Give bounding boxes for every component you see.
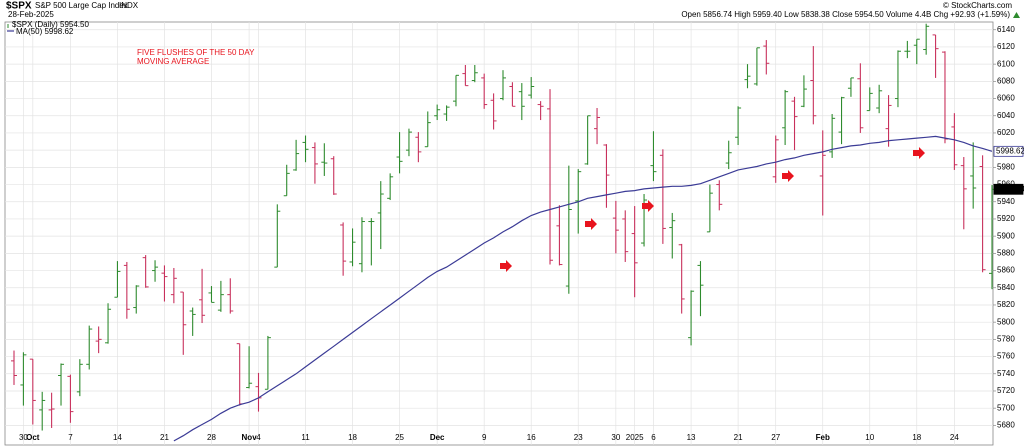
subtitle: S&P 500 Large Cap Index [35, 1, 128, 10]
legend-label: MA(50) 5998.62 [16, 27, 74, 36]
y-tick-label: 5740 [997, 369, 1015, 378]
y-tick-label: 5880 [997, 248, 1015, 257]
exchange: INDX [119, 1, 139, 10]
y-tick-label: 6140 [997, 25, 1015, 34]
chart-title: $SPX [6, 1, 32, 12]
x-tick-label: 10 [865, 433, 874, 442]
price-tag [993, 183, 1024, 195]
annotation: MOVING AVERAGE [137, 57, 209, 66]
y-tick-label: 6120 [997, 42, 1015, 51]
arrows [500, 147, 925, 272]
y-tick-label: 5780 [997, 334, 1015, 343]
y-tick-label: 5720 [997, 386, 1015, 395]
x-tick-label: 27 [771, 433, 780, 442]
y-tick-label: 5900 [997, 231, 1015, 240]
marks [11, 23, 995, 442]
x-tick-label: Oct [26, 433, 40, 442]
arrow [782, 170, 794, 182]
arrow [585, 218, 597, 230]
y-tick-label: 6100 [997, 59, 1015, 68]
x-tick-label: 23 [574, 433, 583, 442]
up-indicator [1013, 12, 1020, 18]
y-tick-label: 6040 [997, 111, 1015, 120]
y-tick-label: 5800 [997, 317, 1015, 326]
annotation: FIVE FLUSHES OF THE 50 DAY [137, 48, 255, 57]
arrow [642, 200, 654, 212]
arrow [913, 147, 925, 159]
x-tick-label: 28 [207, 433, 216, 442]
x-tick-label: 7 [68, 433, 73, 442]
price-tag-label: 5954.50 [996, 184, 1024, 193]
y-tick-label: 5980 [997, 162, 1015, 171]
x-tick-label: Dec [430, 433, 445, 442]
x-tick-label: 30 [611, 433, 620, 442]
quote: Open 5856.74 High 5959.40 Low 5838.38 Cl… [681, 10, 1010, 19]
x-tick-label: Feb [816, 433, 830, 442]
y-tick-label: 5820 [997, 300, 1015, 309]
grid [5, 22, 996, 445]
x-tick-label: Nov [242, 433, 258, 442]
y-tick-label: 5920 [997, 214, 1015, 223]
credit: © StockCharts.com [943, 1, 1012, 10]
x-tick-label: 21 [160, 433, 169, 442]
price-tag [993, 145, 1024, 157]
plot-frame [4, 21, 994, 446]
y-tick-label: 5700 [997, 403, 1015, 412]
x-tick-label: 9 [482, 433, 487, 442]
x-tick-label: 13 [687, 433, 696, 442]
x-tick-label: 18 [348, 433, 357, 442]
x-tick-label: 14 [113, 433, 122, 442]
x-tick-label: 21 [734, 433, 743, 442]
x-tick-label: 2025 [626, 433, 644, 442]
x-tick-label: 30 [19, 433, 28, 442]
x-tick-label: 6 [651, 433, 656, 442]
y-tick-label: 5760 [997, 352, 1015, 361]
x-tick-label: 18 [912, 433, 921, 442]
x-tick-label: 16 [527, 433, 536, 442]
y-tick-label: 6020 [997, 128, 1015, 137]
x-tick-label: 11 [301, 433, 310, 442]
legend: $SPX (Daily) 5954.50 MA(50) 5998.62 [7, 20, 89, 36]
y-tick-label: 5680 [997, 420, 1015, 429]
x-tick-label: 25 [395, 433, 404, 442]
x-tick-label: 4 [256, 433, 261, 442]
date: 28-Feb-2025 [8, 10, 54, 19]
y-tick-label: 5940 [997, 197, 1015, 206]
y-tick-label: 5860 [997, 266, 1015, 275]
x-tick-label: 24 [950, 433, 959, 442]
arrow [500, 260, 512, 272]
price-tag-label: 5998.62 [996, 146, 1024, 155]
y-tick-label: 5840 [997, 283, 1015, 292]
y-tick-label: 6060 [997, 94, 1015, 103]
legend-label: $SPX (Daily) 5954.50 [12, 20, 89, 29]
ma-line [173, 135, 993, 442]
y-tick-label: 6080 [997, 76, 1015, 85]
